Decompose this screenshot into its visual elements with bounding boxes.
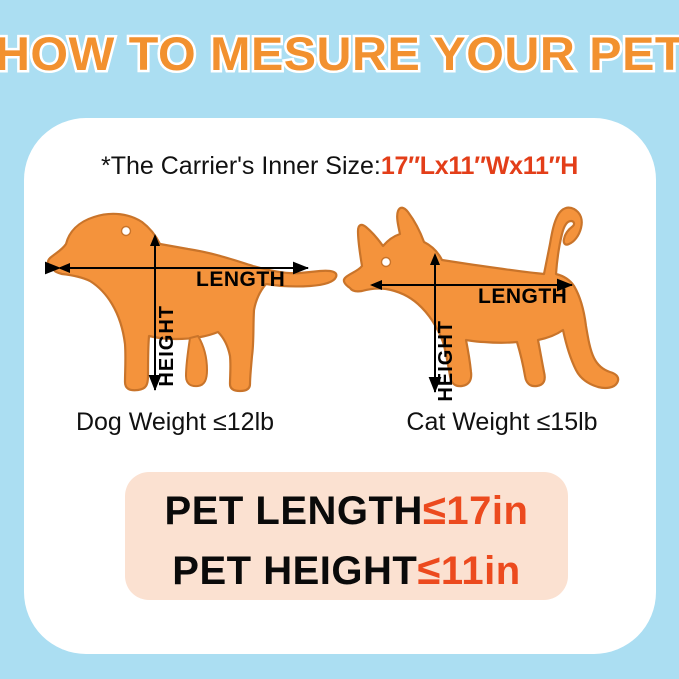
dog-height-label: HEIGHT	[156, 305, 178, 387]
pet-limits-box: PET LENGTH≤17in PET HEIGHT≤11in	[125, 472, 568, 600]
pet-height-label: PET HEIGHT	[172, 549, 418, 593]
pet-height-operator: ≤	[417, 546, 441, 593]
page-title-text: HOW TO MESURE YOUR PET	[0, 25, 679, 83]
dog-weight-caption: Dog Weight ≤12lb	[75, 408, 275, 436]
pet-height-value: 11in	[440, 549, 521, 593]
carrier-inner-size-value: 17″Lx11″Wx11″H	[380, 152, 578, 180]
carrier-inner-size-label: *The Carrier's Inner Size:	[101, 152, 381, 180]
cat-height-label: HEIGHT	[435, 320, 457, 402]
carrier-inner-size: *The Carrier's Inner Size:17″Lx11″Wx11″H	[0, 152, 679, 181]
dog-length-label: LENGTH	[196, 268, 286, 291]
pet-length-operator: ≤	[422, 486, 447, 533]
page-title: HOW TO MESURE YOUR PET	[0, 25, 679, 83]
cat-silhouette-icon	[342, 206, 620, 390]
pet-length-label: PET LENGTH	[164, 489, 423, 533]
cat-length-label: LENGTH	[478, 285, 568, 308]
pet-figures	[24, 186, 656, 401]
pet-length-limit-row: PET LENGTH≤17in	[125, 489, 568, 533]
dog-silhouette-icon	[46, 212, 338, 393]
cat-weight-caption: Cat Weight ≤15lb	[406, 408, 598, 436]
weight-captions: Dog Weight ≤12lb Cat Weight ≤15lb	[24, 408, 656, 437]
pet-height-limit-row: PET HEIGHT≤11in	[125, 549, 568, 593]
pet-length-value: 17in	[446, 489, 529, 533]
